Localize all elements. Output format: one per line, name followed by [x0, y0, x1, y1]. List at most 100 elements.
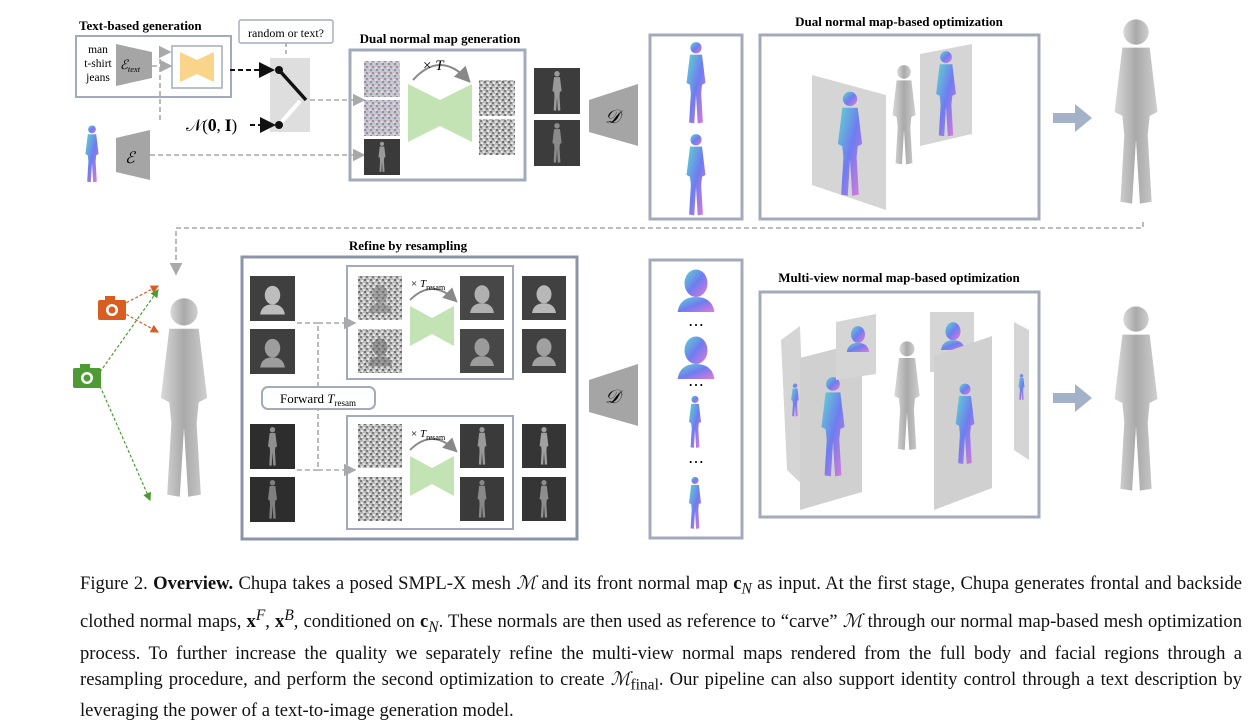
switch-question-label: random or text?	[248, 26, 324, 40]
caption-cond-symbol: c	[733, 573, 742, 594]
ellipsis-2: ⋯	[688, 377, 704, 394]
text-generation-frame	[75, 35, 232, 98]
generated-normals-group: 𝒟	[534, 68, 638, 166]
face-resample-unet	[410, 306, 454, 346]
caption-mesh-symbol: ℳ	[516, 573, 537, 594]
refine-frame	[240, 255, 579, 541]
multiview-normals-group: ⋯ ⋯ ⋯	[648, 258, 744, 540]
caption-text-4: ,	[265, 610, 276, 632]
noisy-map-back	[364, 100, 400, 136]
body-noisy-front	[358, 424, 402, 468]
ellipsis-1: ⋯	[688, 317, 704, 334]
dual-optimization-frame	[758, 33, 1041, 221]
image-encoder-label: ℰ	[125, 150, 137, 167]
denoised-map-front	[479, 80, 515, 116]
face-camera-icon	[98, 296, 126, 320]
body-camera-icon	[73, 364, 101, 388]
multiview-normals-frame	[648, 258, 744, 540]
switch-lever	[277, 68, 308, 102]
caption-back-symbol: x	[275, 610, 285, 632]
multiview-optimization-mesh	[894, 341, 920, 451]
noisy-map-front	[364, 61, 400, 97]
coarse-mesh-result	[1114, 19, 1158, 204]
refine-group: Refine by resampling Forward Tresam × Tr…	[240, 238, 579, 541]
face-resample-steps: × Tresam	[411, 278, 446, 292]
dual-optimization-mesh	[892, 65, 916, 165]
overview-figure: Text-based generation man t-shirt jeans …	[73, 14, 1158, 541]
caption-cond-sub: N	[741, 580, 752, 598]
decoder-label-bottom: 𝒟	[605, 387, 624, 408]
decoded-normals-group	[648, 33, 744, 221]
text-encoder-shape	[116, 44, 152, 86]
decoder-shape-bottom	[589, 364, 638, 426]
multiview-optimization-group: Multi-view normal map-based optimization	[758, 270, 1158, 519]
diffusion-steps: × T	[423, 58, 445, 74]
caption-front-symbol: x	[246, 610, 256, 632]
decoder-label-top: 𝒟	[605, 107, 624, 128]
dual-optimization-title: Dual normal map-based optimization	[795, 14, 1003, 29]
text-generation-group: Text-based generation man t-shirt jeans …	[75, 18, 232, 120]
bottom-stage-arrow	[1053, 384, 1092, 412]
decoded-normals-frame	[648, 33, 744, 221]
image-encoder-shape	[116, 130, 150, 180]
caption-mesh-symbol-2: ℳ	[842, 610, 863, 632]
decoder-shape-top	[589, 84, 638, 146]
caption-back-sup: B	[284, 606, 294, 624]
input-normal-group: ℰ	[85, 125, 150, 183]
coarse-mesh-input	[160, 298, 208, 497]
body-normal-1	[688, 395, 702, 448]
caption-text-6: . These normals are then used as referen…	[438, 610, 843, 632]
final-mesh-result	[1114, 306, 1158, 491]
camera-group	[73, 285, 208, 502]
switch-group: random or text? 𝒩(𝟎, 𝐈)	[150, 19, 366, 162]
face-resample-frame	[346, 265, 514, 380]
dual-generation-title: Dual normal map generation	[360, 31, 521, 46]
forward-resample-label: Forward Tresam	[280, 391, 356, 408]
top-stage-arrow	[1053, 104, 1092, 132]
decoded-back-normal	[686, 134, 706, 216]
caption-text-8: . Our pipeline can also support identity…	[80, 668, 1242, 722]
input-normal-figure	[85, 125, 99, 183]
text-encoder-label: ℰtext	[120, 57, 141, 74]
caption-cond-symbol-2: c	[420, 610, 429, 632]
figure-caption: Figure 2. Overview. Chupa takes a posed …	[80, 571, 1242, 724]
multiview-optimization-title: Multi-view normal map-based optimization	[778, 270, 1020, 285]
dual-generation-frame	[348, 48, 527, 182]
caption-text-3: as input. At the first stage, Chupa gene…	[80, 573, 1242, 632]
caption-label: Figure 2.	[80, 573, 148, 594]
caption-final-mesh-symbol: ℳ	[610, 668, 631, 690]
refine-title: Refine by resampling	[349, 238, 468, 253]
face-normal-2	[677, 336, 715, 379]
ellipsis-3: ⋯	[688, 454, 704, 471]
body-resample-unet	[410, 456, 454, 496]
caption-text-1: Chupa takes a posed SMPL-X mesh	[233, 573, 517, 594]
stage-connector	[169, 222, 1144, 276]
dual-generation-group: Dual normal map generation × T	[348, 31, 527, 182]
prompt-word-3: jeans	[85, 72, 110, 84]
body-resample-steps: × Tresam	[411, 428, 446, 442]
bottom-decoder-group: 𝒟	[589, 364, 638, 426]
latent-unet-shape	[180, 52, 214, 82]
forward-resample-box	[261, 386, 376, 410]
caption-text-2: and its front normal map	[536, 573, 734, 594]
prompt-word-2: t-shirt	[84, 58, 112, 70]
prompt-word-1: man	[88, 44, 108, 56]
caption-text-7: through our normal map-based mesh optimi…	[80, 610, 1242, 690]
diffusion-arc	[412, 64, 471, 83]
dual-optimization-group: Dual normal map-based optimization	[758, 14, 1158, 221]
decoded-front-normal	[686, 42, 706, 124]
noise-label: 𝒩(𝟎, 𝐈)	[186, 116, 237, 135]
caption-cond-sub-2: N	[428, 618, 439, 636]
body-noisy-back	[358, 477, 402, 521]
face-normal-1	[677, 269, 715, 312]
caption-heading: Overview.	[153, 573, 234, 594]
caption-front-sup: F	[255, 606, 266, 624]
diffusion-unet-shape	[408, 84, 472, 142]
caption-final-mesh-sub: final	[630, 676, 659, 694]
caption-text-5: , conditioned on	[293, 610, 421, 632]
body-resample-frame	[346, 415, 514, 530]
body-normal-2	[688, 476, 702, 529]
denoised-map-back	[479, 119, 515, 155]
text-generation-title: Text-based generation	[79, 18, 202, 33]
multiview-optimization-frame	[758, 290, 1041, 519]
